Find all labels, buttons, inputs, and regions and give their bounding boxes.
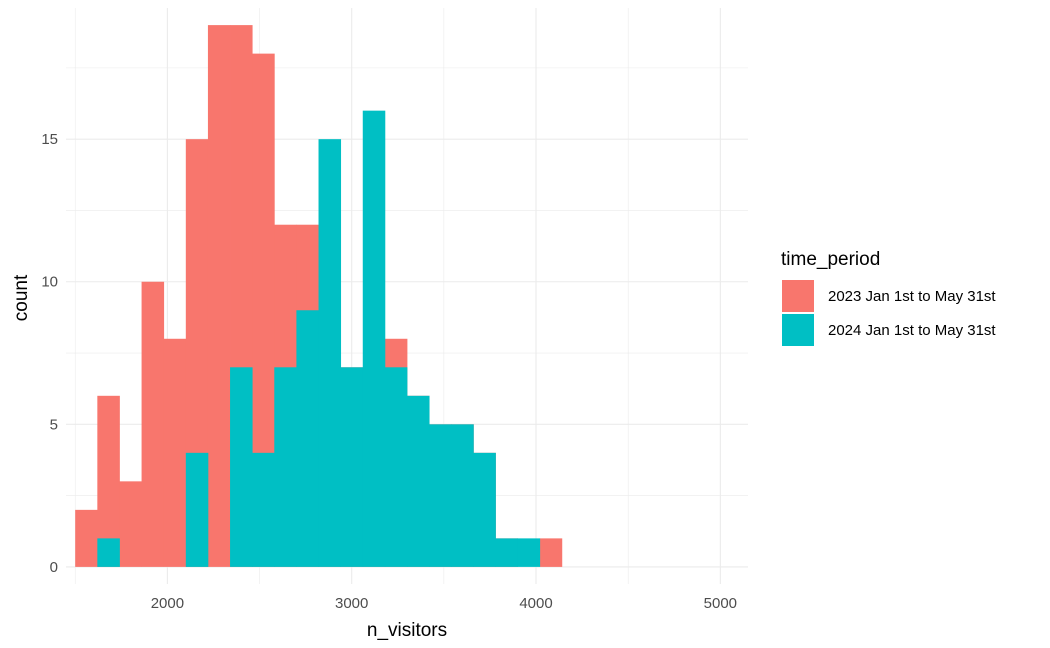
x-tick-label: 4000 [519,595,552,612]
bar-2024 [517,538,541,567]
y-tick-label: 0 [50,559,58,576]
bar-2023 [97,395,120,567]
bar-2023 [163,338,187,567]
x-axis-title: n_visitors [367,620,447,641]
bar-2023 [75,509,98,567]
x-tick-label: 5000 [704,595,737,612]
x-axis-ticks: 2000 3000 4000 5000 [151,595,737,612]
bar-2024 [451,424,474,567]
bar-2024 [384,367,408,567]
bar-2024 [296,310,319,567]
x-tick-label: 3000 [335,595,368,612]
y-tick-label: 5 [50,416,58,433]
legend-key [782,280,814,312]
legend-title: time_period [781,249,880,270]
legend-label: 2023 Jan 1st to May 31st [828,288,996,305]
y-tick-label: 15 [41,131,58,148]
bar-2024 [362,110,386,567]
bar-2023 [252,53,275,567]
bar-2024 [407,395,430,567]
bar-2024 [429,424,452,567]
bar-2024 [318,139,342,567]
bar-2024 [495,538,518,567]
legend-key [782,314,814,346]
bar-2024 [230,367,253,567]
bar-2023 [141,281,165,567]
y-axis-title: count [11,274,32,321]
bar-2024 [473,452,496,567]
bar-2023 [119,481,142,567]
bars [75,25,563,567]
y-tick-label: 10 [41,274,58,291]
bar-2024 [340,367,364,567]
legend-label: 2024 Jan 1st to May 31st [828,322,996,339]
bar-2023 [207,25,231,567]
bar-2024 [185,452,209,567]
bar-2024 [274,367,297,567]
legend: time_period 2023 Jan 1st to May 31st 2024… [781,249,996,346]
y-axis-ticks: 0 5 10 15 [41,131,58,576]
bar-2024 [97,538,120,567]
bar-2024 [252,452,275,567]
bar-2023 [539,538,563,567]
x-tick-label: 2000 [151,595,184,612]
